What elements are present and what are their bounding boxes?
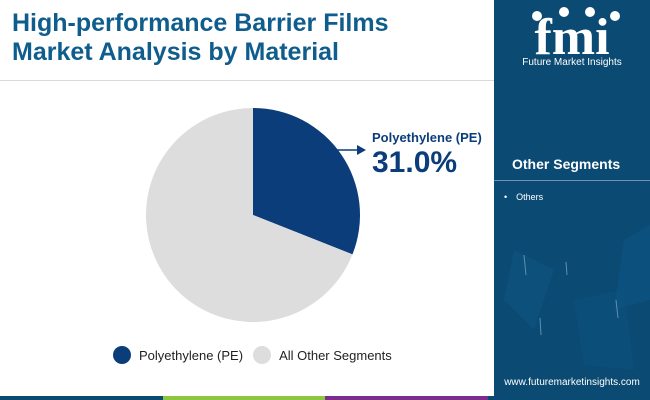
brand-caption: Future Market Insights [522, 57, 622, 68]
legend-item-others: All Other Segments [253, 346, 392, 364]
chart-legend: Polyethylene (PE) All Other Segments [113, 346, 402, 364]
legend-swatch-pe [113, 346, 131, 364]
callout-value: 31.0% [372, 146, 458, 179]
legend-label-pe: Polyethylene (PE) [139, 347, 244, 363]
title-line-1: High-performance Barrier Films [12, 9, 389, 37]
list-item-label: Others [516, 192, 544, 202]
title-line-2: Market Analysis by Material [12, 38, 339, 66]
sidebar-panel: fmi Future Market Insights Other Segment… [494, 0, 650, 400]
bottom-bar-segment [487, 396, 650, 400]
callout-arrow-head [357, 145, 366, 155]
legend-label-others: All Other Segments [279, 347, 392, 363]
bullet-icon: • [504, 192, 508, 202]
logo-dot-icon [559, 7, 569, 17]
pie-slice-others [146, 108, 353, 322]
logo-dot-icon [610, 11, 620, 21]
other-segments-heading: Other Segments [512, 156, 621, 172]
list-item: • Others [504, 190, 543, 204]
bottom-bar-segment [325, 396, 488, 400]
panel-divider [494, 180, 650, 181]
pie-chart [146, 108, 366, 322]
legend-swatch-others [253, 346, 272, 364]
page-title: High-performance Barrier Films Market An… [12, 9, 482, 67]
logo-dot-icon [585, 7, 595, 17]
bottom-bar-segment [162, 396, 325, 400]
title-divider [0, 80, 494, 81]
logo-wordmark: fmi [534, 9, 609, 66]
logo-dot-icon [532, 11, 542, 21]
panel-pattern [504, 225, 650, 370]
callout-label: Polyethylene (PE) [372, 130, 482, 145]
bottom-bar-segment [0, 396, 163, 400]
other-segments-list: • Others [504, 190, 543, 204]
website-url: www.futuremarketinsights.com [504, 377, 640, 388]
pie-slice-pe [253, 108, 360, 255]
fmi-logo: fmi [532, 7, 620, 66]
bottom-color-bar [0, 396, 650, 400]
legend-item-pe: Polyethylene (PE) [113, 346, 243, 364]
